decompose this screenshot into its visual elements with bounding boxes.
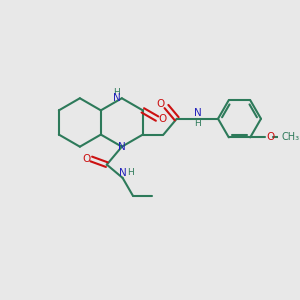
Text: N: N bbox=[194, 108, 201, 118]
Text: N: N bbox=[118, 142, 126, 152]
Text: O: O bbox=[266, 132, 275, 142]
Text: O: O bbox=[82, 154, 90, 164]
Text: O: O bbox=[157, 99, 165, 109]
Text: O: O bbox=[158, 114, 166, 124]
Text: H: H bbox=[128, 168, 134, 177]
Text: N: N bbox=[113, 93, 121, 103]
Text: N: N bbox=[119, 168, 127, 178]
Text: H: H bbox=[113, 88, 120, 97]
Text: H: H bbox=[194, 119, 201, 128]
Text: CH₃: CH₃ bbox=[282, 132, 300, 142]
